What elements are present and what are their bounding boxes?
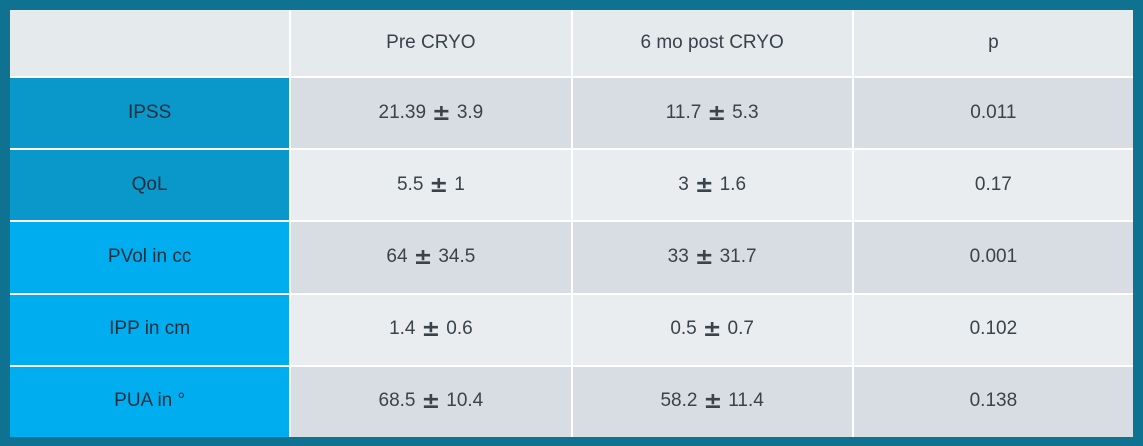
mean-value: 58.2	[660, 390, 698, 412]
sd-value: 10.4	[446, 390, 484, 412]
cell-ipss-p-value: 0.011	[853, 78, 1133, 149]
row-header-pua-in: PUA in °	[10, 366, 290, 437]
mean-value: 21.39	[378, 101, 427, 123]
sd-value: 31.7	[719, 246, 757, 268]
sd-value: 0.7	[727, 318, 754, 340]
cell-qol-pre-cryo: 5.5 ±1	[291, 150, 571, 221]
column-header-p-value: p	[853, 10, 1133, 76]
cell-ipss-post-cryo: 11.7 ±5.3	[572, 78, 852, 149]
cell-pua-in-p-value: 0.138	[853, 366, 1133, 437]
plus-minus-symbol: ±	[432, 99, 451, 126]
cell-qol-post-cryo: 3 ±1.6	[572, 150, 852, 221]
plus-minus-symbol: ±	[421, 388, 441, 415]
results-table: Pre CRYO 6 mo post CRYO p IPSS 21.39 ±3.9 1…	[10, 10, 1133, 437]
row-header-ipss: IPSS	[10, 78, 290, 149]
sd-value: 0.6	[446, 318, 473, 340]
plus-minus-symbol: ±	[421, 316, 441, 343]
mean-value: 33	[667, 246, 689, 268]
sd-value: 3.9	[456, 101, 484, 123]
cell-pvol-in-cc-post-cryo: 33 ±31.7	[572, 222, 852, 293]
plus-minus-symbol: ±	[413, 244, 433, 271]
row-header-qol: QoL	[10, 150, 290, 221]
column-header-pre-cryo: Pre CRYO	[291, 10, 571, 76]
cell-pvol-in-cc-pre-cryo: 64 ±34.5	[291, 222, 571, 293]
mean-value: 68.5	[378, 390, 416, 412]
cell-ipss-pre-cryo: 21.39 ±3.9	[291, 78, 571, 149]
sd-value: 1.6	[719, 173, 747, 195]
plus-minus-symbol: ±	[429, 171, 449, 198]
row-header-pvol-in-cc: PVol in cc	[10, 222, 290, 293]
cell-pvol-in-cc-p-value: 0.001	[853, 222, 1133, 293]
cell-ipp-in-cm-p-value: 0.102	[853, 294, 1133, 365]
sd-value: 5.3	[732, 101, 759, 123]
mean-value: 64	[386, 246, 408, 268]
sd-value: 1	[454, 173, 465, 195]
cell-ipp-in-cm-post-cryo: 0.5 ±0.7	[572, 294, 852, 365]
row-header-ipp-in-cm: IPP in cm	[10, 294, 290, 365]
plus-minus-symbol: ±	[707, 99, 727, 126]
plus-minus-symbol: ±	[702, 316, 722, 343]
sd-value: 34.5	[438, 246, 476, 268]
plus-minus-symbol: ±	[694, 244, 714, 271]
mean-value: 3	[678, 173, 689, 195]
cell-pua-in-pre-cryo: 68.5 ±10.4	[291, 366, 571, 437]
cell-qol-p-value: 0.17	[853, 150, 1133, 221]
column-header-metric	[10, 10, 290, 76]
cell-ipp-in-cm-pre-cryo: 1.4 ±0.6	[291, 294, 571, 365]
mean-value: 1.4	[389, 318, 416, 340]
plus-minus-symbol: ±	[703, 388, 723, 415]
plus-minus-symbol: ±	[694, 171, 714, 198]
cell-pua-in-post-cryo: 58.2 ±11.4	[572, 366, 852, 437]
mean-value: 5.5	[396, 173, 424, 195]
column-header-6mo-post-cryo: 6 mo post CRYO	[572, 10, 852, 76]
mean-value: 11.7	[665, 101, 702, 123]
mean-value: 0.5	[670, 318, 697, 340]
sd-value: 11.4	[728, 390, 764, 412]
